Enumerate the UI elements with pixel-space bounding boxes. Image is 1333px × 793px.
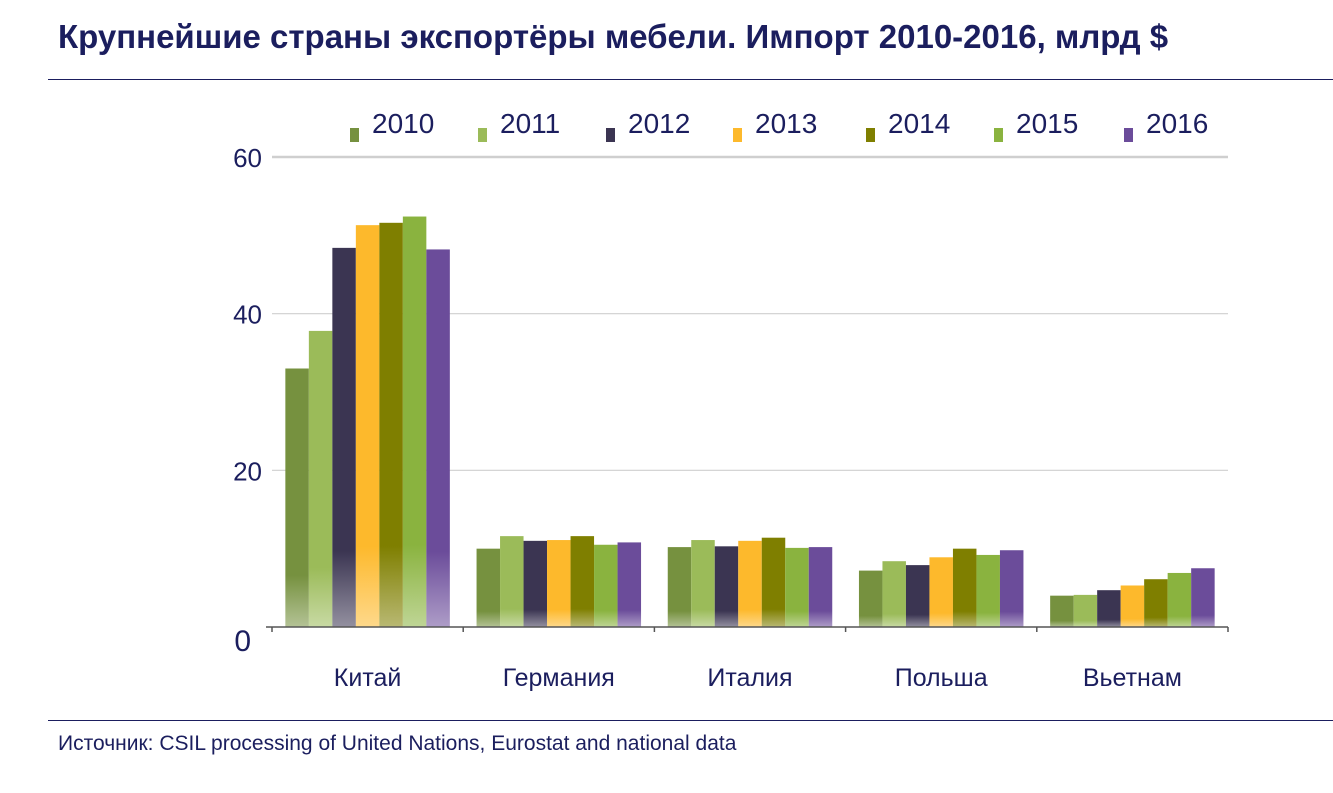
legend-label: 2013: [755, 108, 817, 139]
bar: [976, 554, 1000, 627]
bar: [1097, 590, 1121, 627]
bar: [594, 544, 618, 627]
bar: [332, 247, 356, 627]
bar: [500, 536, 524, 627]
bar: [1144, 579, 1168, 627]
bar: [476, 548, 501, 627]
legend-swatch: [733, 128, 742, 142]
source-note: Источник: CSIL processing of United Nati…: [58, 732, 737, 755]
bar: [808, 547, 833, 627]
bar: [785, 547, 809, 627]
legend-item: 2011: [478, 108, 560, 142]
y-tick-label: 0: [234, 625, 251, 658]
legend-label: 2015: [1016, 108, 1078, 139]
bar: [426, 249, 450, 627]
x-tick-label: Вьетнам: [1083, 664, 1182, 692]
legend-item: 2012: [606, 108, 690, 142]
bar-group: [667, 537, 833, 627]
bar: [570, 536, 595, 627]
bar-group: [476, 536, 642, 627]
y-tick-label: 40: [233, 300, 262, 330]
legend-swatch: [478, 128, 487, 142]
legend-label: 2014: [888, 108, 950, 139]
x-tick-label: Германия: [503, 664, 615, 692]
legend: 2010 2011 2012 2013 2014 2015 2016: [350, 108, 1208, 142]
bar: [308, 330, 333, 627]
axes: 0 20 40 60 Китай Германия Италия Польша Вьетнам: [233, 143, 1229, 692]
legend-swatch: [994, 128, 1003, 142]
bar: [929, 557, 953, 627]
legend-item: 2010: [350, 108, 434, 142]
bar: [761, 537, 786, 627]
legend-item: 2015: [994, 108, 1078, 142]
y-tick-label: 20: [233, 456, 262, 486]
legend-label: 2011: [500, 108, 560, 139]
bar: [1120, 585, 1145, 627]
bar: [1050, 595, 1074, 627]
bar-group: [858, 548, 1024, 627]
bar: [882, 561, 906, 627]
bar-group: [1050, 568, 1215, 627]
legend-label: 2010: [372, 108, 434, 139]
bar: [285, 368, 309, 627]
bar: [999, 550, 1024, 627]
legend-label: 2016: [1146, 108, 1208, 139]
x-tick-label: Италия: [707, 664, 792, 692]
bar: [1073, 594, 1098, 627]
source-divider: [48, 720, 1333, 721]
y-tick-label: 60: [233, 143, 262, 173]
bar: [547, 540, 571, 627]
bar: [523, 540, 548, 627]
bar: [617, 542, 642, 627]
title-divider: [48, 79, 1333, 80]
bar: [738, 540, 762, 627]
legend-swatch: [606, 128, 615, 142]
bar: [858, 570, 883, 627]
legend-swatch: [350, 128, 359, 142]
bar-group: [285, 216, 450, 628]
bar: [1191, 568, 1215, 627]
x-tick-label: Китай: [334, 664, 402, 692]
bar-groups: [285, 216, 1215, 628]
bar: [952, 548, 977, 627]
legend-item: 2014: [866, 108, 950, 142]
legend-label: 2012: [628, 108, 690, 139]
legend-item: 2013: [733, 108, 817, 142]
bar: [905, 565, 930, 627]
legend-item: 2016: [1124, 108, 1208, 142]
chart-title: Крупнейшие страны экспортёры мебели. Имп…: [58, 18, 1169, 55]
bar: [379, 222, 403, 628]
bar: [355, 225, 380, 627]
bar: [714, 546, 739, 627]
x-tick-label: Польша: [895, 664, 988, 692]
legend-swatch: [1124, 128, 1133, 142]
bar: [667, 547, 692, 627]
bar: [691, 540, 715, 627]
legend-swatch: [866, 128, 875, 142]
bar: [1167, 572, 1192, 627]
bar: [402, 216, 427, 628]
